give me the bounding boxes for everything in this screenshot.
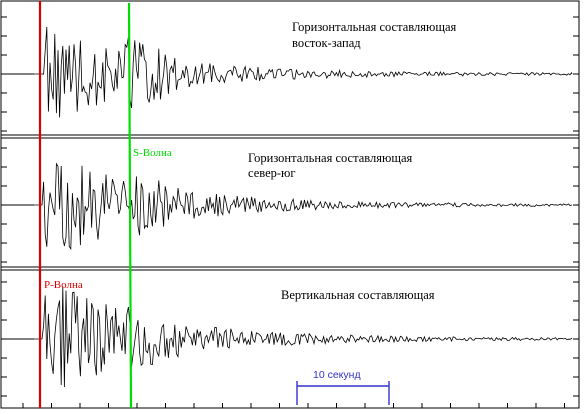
panel-2-label-line-2: север-юг [248, 166, 296, 180]
s-wave-label: S-Волна [133, 147, 172, 159]
panel-2-label-line-1: Горизонтальная составляющая [248, 151, 413, 165]
s-wave-marker [127, 2, 133, 409]
p-wave-label: P-Волна [44, 279, 83, 291]
trace-vertical [1, 286, 573, 388]
panel-3-label: Вертикальная составляющая [281, 288, 435, 302]
scale-bar: 10 секунд [296, 369, 390, 405]
panel-1-label-line-1: Горизонтальная составляющая [292, 20, 457, 34]
trace-east-west [1, 26, 573, 118]
panel-1-label-line-2: восток-запад [292, 36, 361, 50]
scale-bar-label: 10 секунд [313, 369, 361, 381]
